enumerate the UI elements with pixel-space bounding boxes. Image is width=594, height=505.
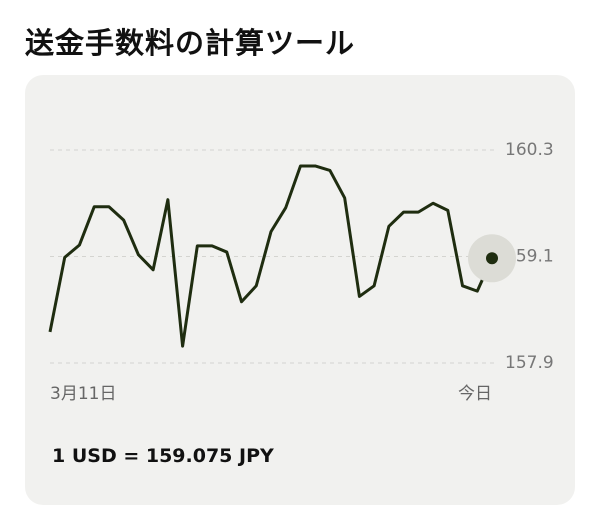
y-tick-label: 157.9 bbox=[505, 353, 554, 373]
screen: 送金手数料の計算ツール 157.9 159.1 160.3 3月11日 今日 1 USD… bbox=[25, 26, 575, 505]
page-title: 送金手数料の計算ツール bbox=[25, 26, 356, 60]
x-tick-label: 今日 bbox=[458, 384, 492, 404]
x-tick-label: 3月11日 bbox=[50, 384, 116, 404]
y-tick-label: 160.3 bbox=[505, 140, 554, 160]
price-line bbox=[48, 164, 494, 348]
chart-card bbox=[25, 75, 575, 505]
rate-text: 1 USD = 159.075 JPY bbox=[52, 445, 274, 467]
chart: 157.9 159.1 160.3 3月11日 今日 bbox=[48, 140, 554, 404]
current-point bbox=[486, 252, 498, 265]
y-tick-label: 159.1 bbox=[505, 247, 554, 267]
